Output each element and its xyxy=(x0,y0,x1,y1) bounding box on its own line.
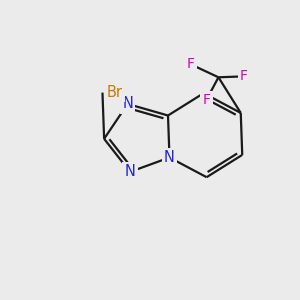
Text: N: N xyxy=(122,96,133,111)
Text: F: F xyxy=(187,57,195,71)
Text: F: F xyxy=(202,93,211,107)
Text: F: F xyxy=(240,69,248,83)
Text: Br: Br xyxy=(107,85,123,100)
Text: N: N xyxy=(164,150,175,165)
Text: N: N xyxy=(124,164,136,179)
